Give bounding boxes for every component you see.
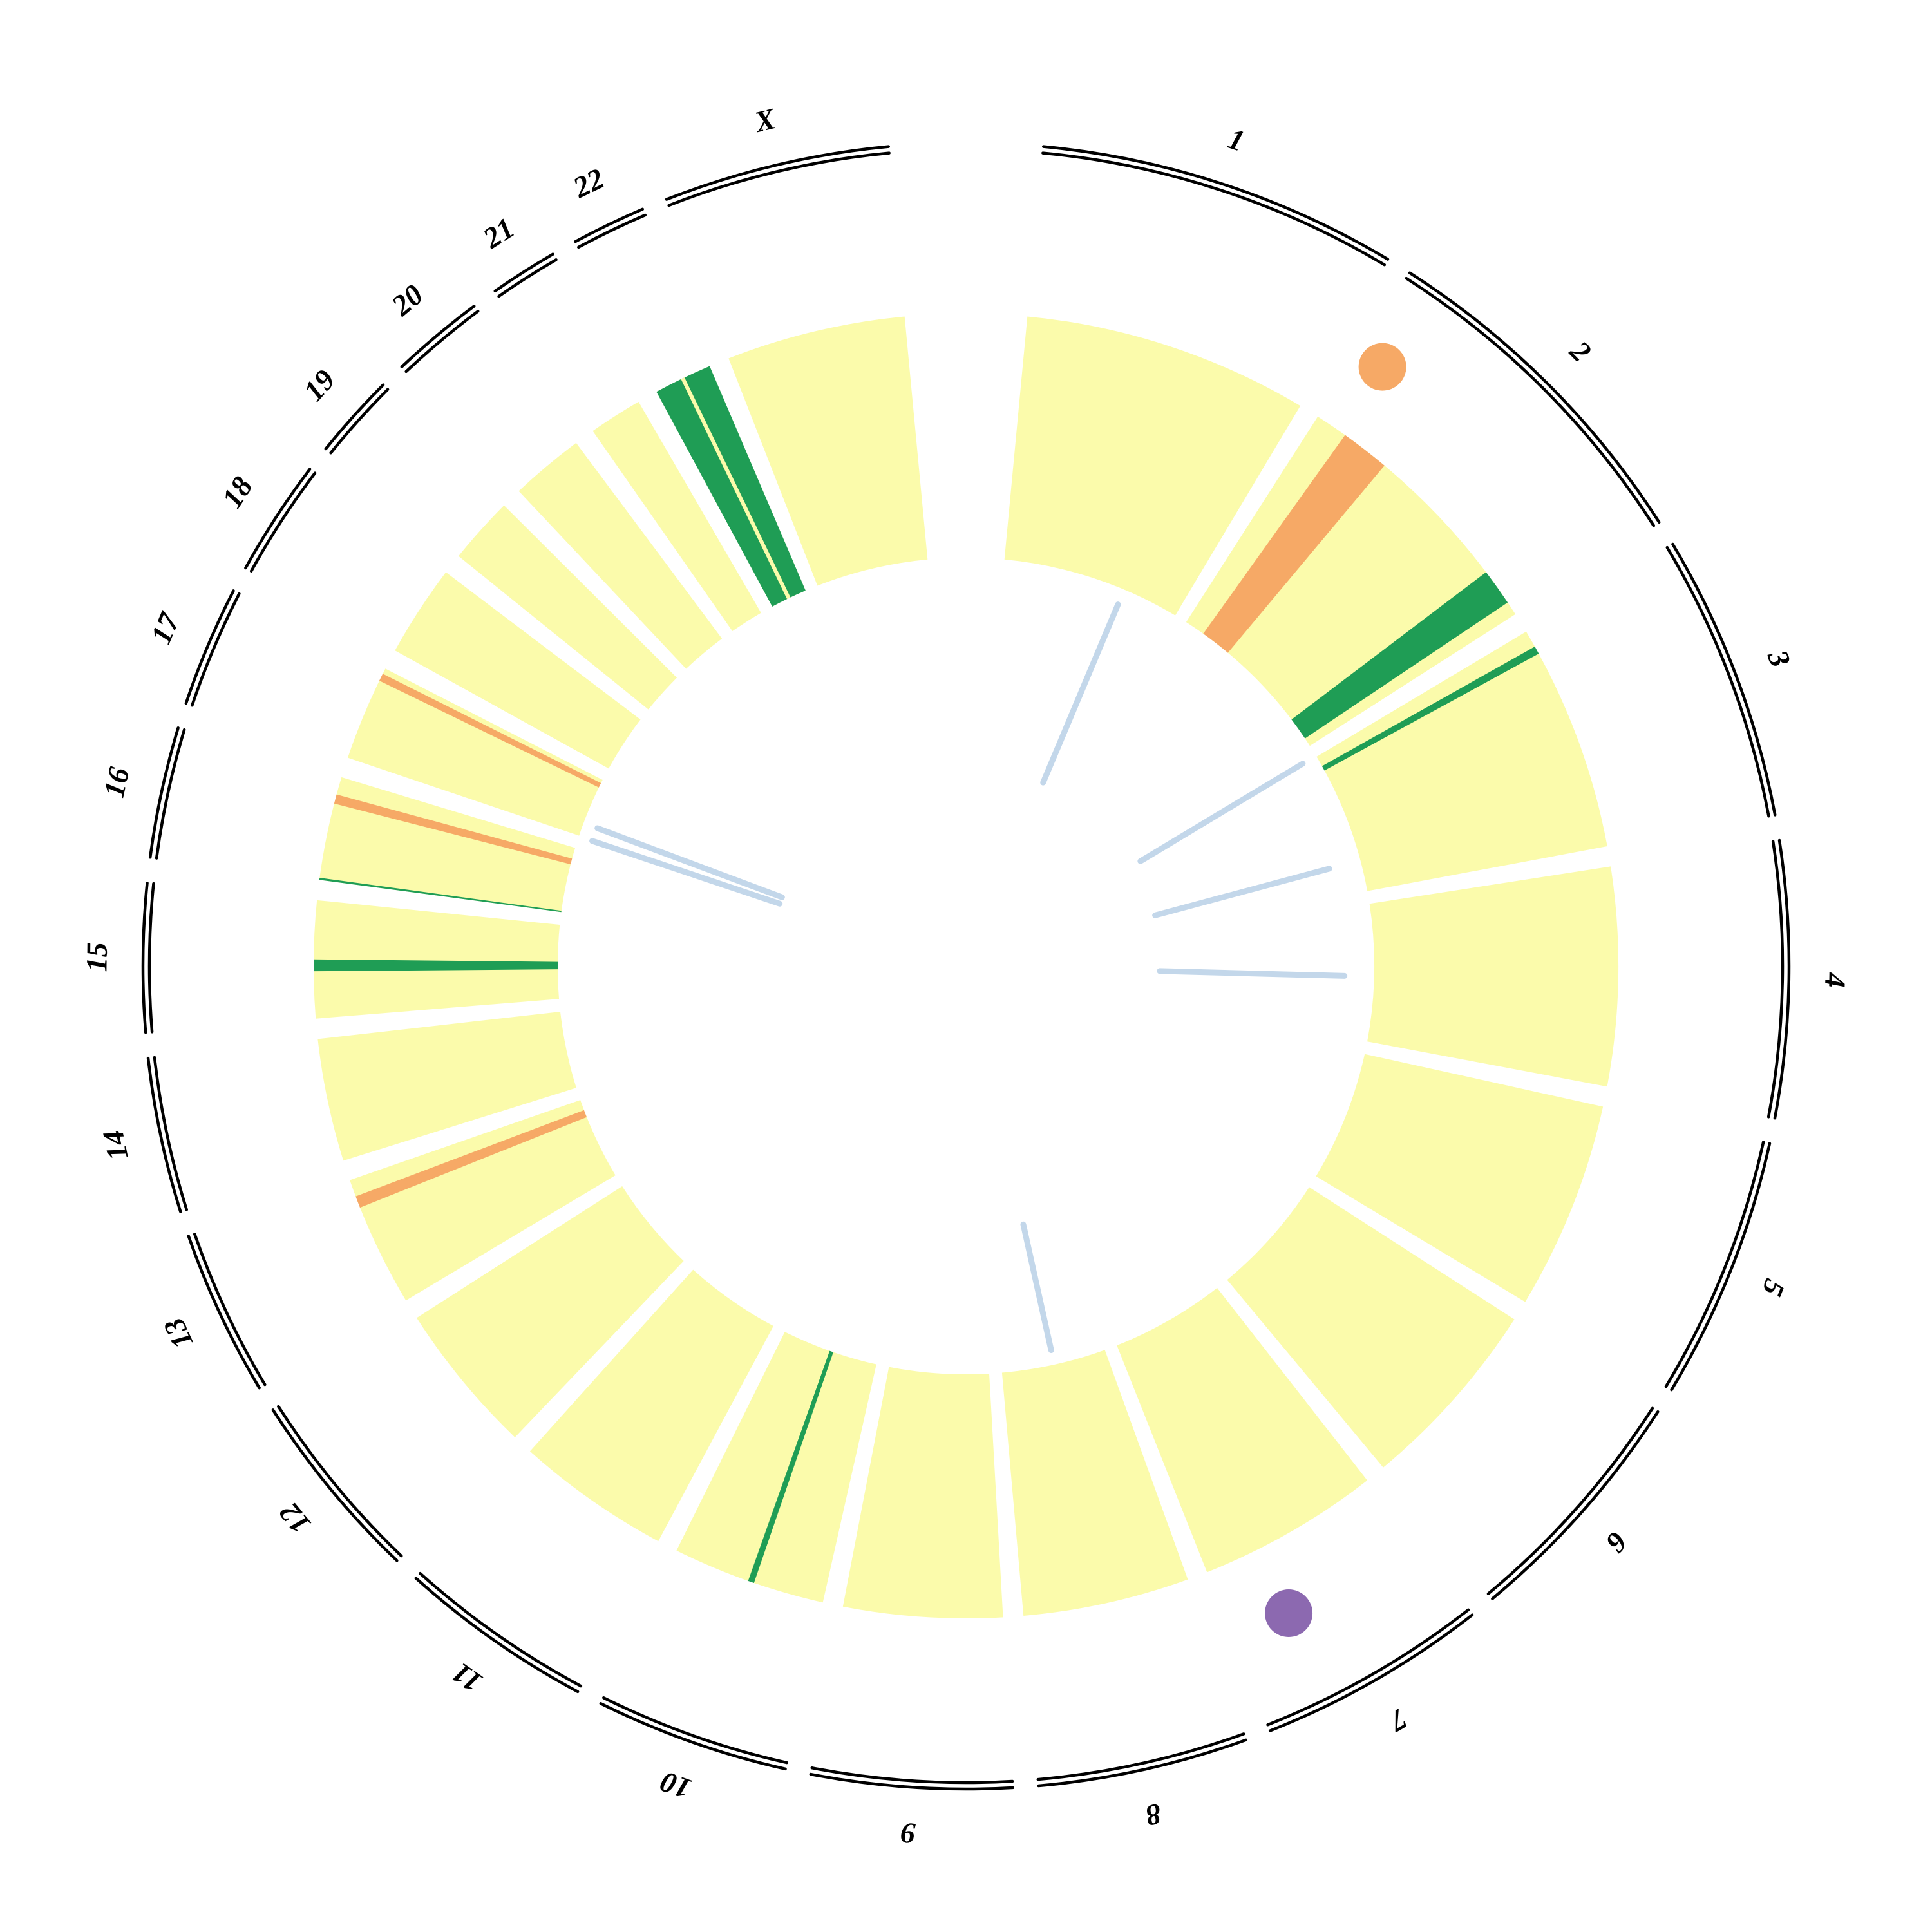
svg-text:4: 4 [1819, 972, 1852, 988]
svg-text:9: 9 [900, 1817, 916, 1850]
svg-text:15: 15 [80, 942, 113, 972]
